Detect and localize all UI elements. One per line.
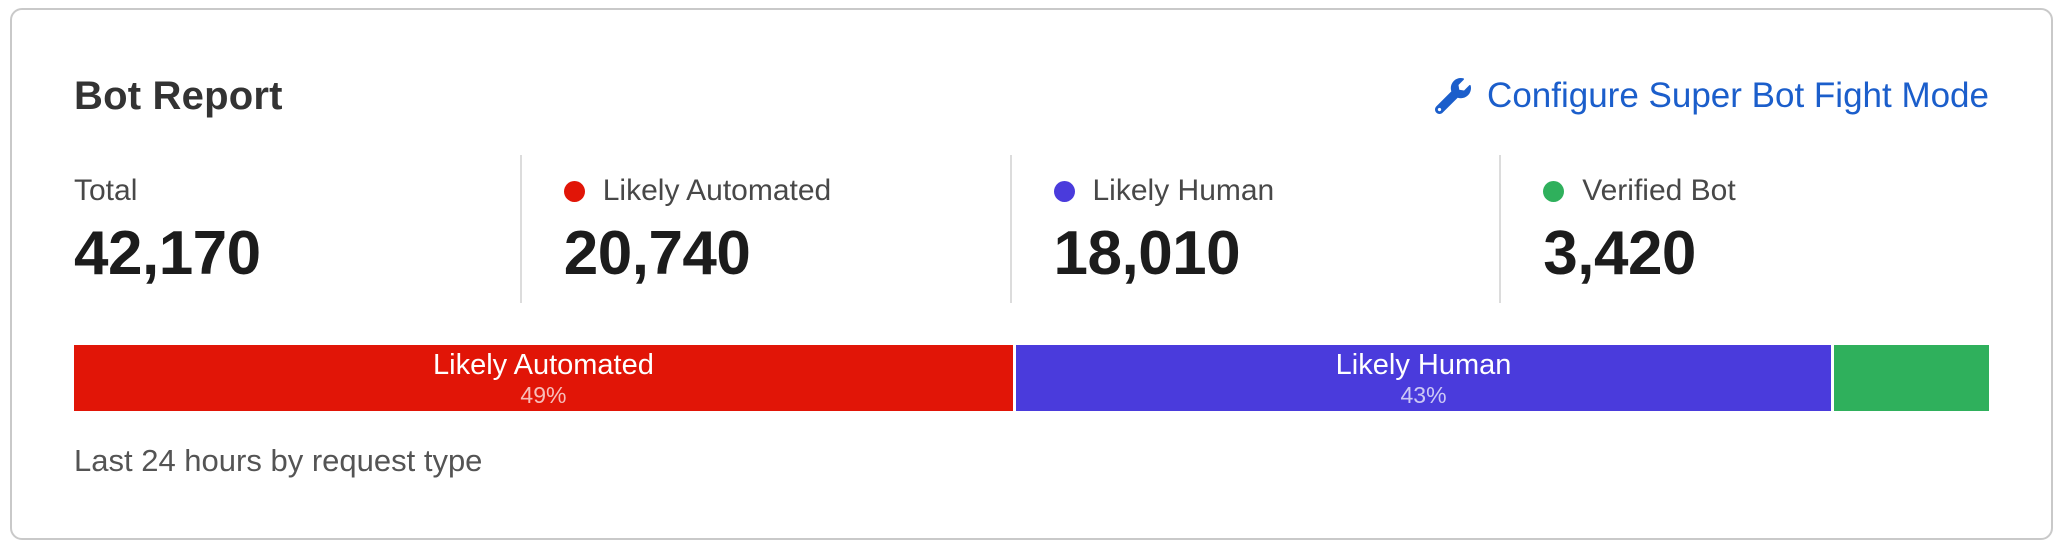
- likely-automated-dot-icon: [563, 180, 585, 202]
- page-title: Bot Report: [74, 73, 283, 118]
- likely-human-dot-icon: [1053, 180, 1075, 202]
- card-header: Bot Report Configure Super Bot Fight Mod…: [74, 72, 1989, 120]
- stat-likely-automated-label: Likely Automated: [563, 173, 1010, 209]
- stat-likely-automated-value: 20,740: [563, 219, 751, 288]
- stacked-bar-chart: Likely Automated 49% Likely Human 43%: [74, 345, 1989, 411]
- bar-segment-likely-automated: Likely Automated 49%: [74, 345, 1013, 411]
- configure-link-label: Configure Super Bot Fight Mode: [1487, 76, 1989, 115]
- stat-likely-automated: Likely Automated 20,740: [519, 155, 1010, 303]
- stat-label-text: Likely Automated: [602, 174, 832, 207]
- stat-label-text: Likely Human: [1092, 174, 1275, 207]
- segment-percent: 43%: [1400, 381, 1447, 408]
- bar-segment-verified-bot: [1834, 345, 1989, 411]
- verified-bot-dot-icon: [1543, 180, 1565, 202]
- stat-label-text: Verified Bot: [1582, 174, 1736, 207]
- stat-verified-bot-value: 3,420: [1543, 219, 1696, 288]
- stats-row: Total 42,170 Likely Automated 20,740 Lik…: [74, 155, 1989, 303]
- stat-likely-human: Likely Human 18,010: [1009, 155, 1500, 303]
- configure-super-bot-fight-mode-link[interactable]: Configure Super Bot Fight Mode: [1435, 76, 1989, 116]
- stat-label-text: Total: [74, 174, 138, 207]
- timeframe-caption: Last 24 hours by request type: [74, 443, 483, 478]
- stat-total-label: Total: [74, 173, 520, 209]
- bot-report-card: Bot Report Configure Super Bot Fight Mod…: [10, 8, 2053, 540]
- wrench-icon: [1435, 78, 1472, 114]
- segment-label: Likely Human: [1335, 348, 1512, 381]
- segment-label: Likely Automated: [433, 348, 654, 381]
- stat-verified-bot: Verified Bot 3,420: [1499, 155, 1989, 303]
- segment-percent: 49%: [520, 381, 567, 408]
- stat-likely-human-label: Likely Human: [1053, 173, 1500, 209]
- stat-verified-bot-label: Verified Bot: [1543, 173, 1989, 209]
- stat-total-value: 42,170: [74, 219, 261, 288]
- stat-likely-human-value: 18,010: [1053, 219, 1241, 288]
- bar-segment-likely-human: Likely Human 43%: [1015, 345, 1832, 411]
- stat-total: Total 42,170: [74, 155, 520, 303]
